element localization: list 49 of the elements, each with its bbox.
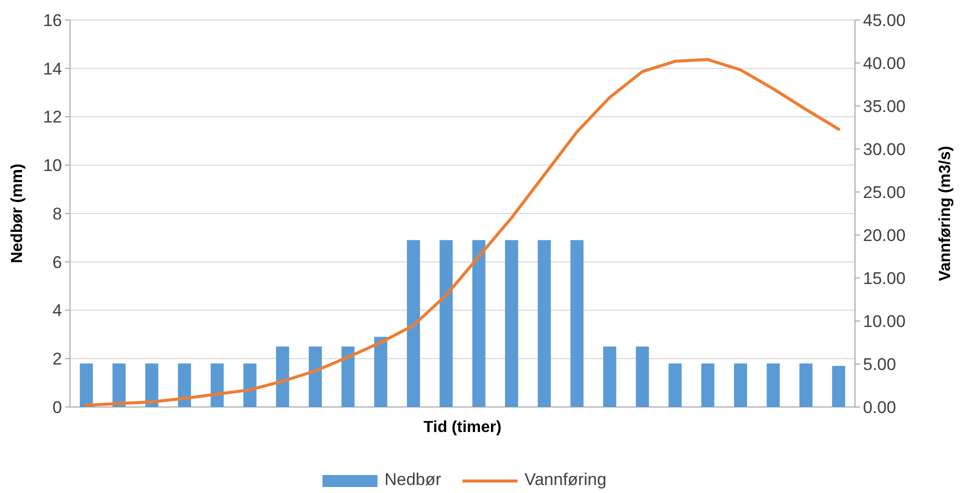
bar <box>668 363 682 407</box>
bar <box>243 363 256 407</box>
bar <box>374 336 388 407</box>
bar <box>341 346 355 407</box>
bar <box>734 363 748 407</box>
bar <box>701 363 714 407</box>
bar <box>472 240 486 407</box>
bar <box>440 240 453 407</box>
y-tick-label: 4 <box>52 301 62 320</box>
y-tick-label: 12 <box>43 108 62 127</box>
y2-tick-label: 20.00 <box>863 226 906 245</box>
bar <box>145 363 158 407</box>
y-tick-label: 16 <box>43 10 62 30</box>
y-tick-label: 0 <box>52 398 62 417</box>
bar <box>636 346 649 407</box>
x-axis-title: Tid (timer) <box>424 419 502 436</box>
y-tick-label: 10 <box>43 156 62 176</box>
y-tick-label: 8 <box>52 204 62 224</box>
y2-tick-label: 40.00 <box>863 54 906 73</box>
bar <box>112 363 126 407</box>
bar <box>832 366 846 407</box>
y2-tick-label: 5.00 <box>863 354 896 374</box>
bar <box>308 346 322 407</box>
y-tick-label: 14 <box>43 59 62 78</box>
line-series <box>84 58 840 407</box>
y2-tick-label: 45.00 <box>863 10 906 30</box>
bar <box>80 363 93 407</box>
bar <box>799 363 812 407</box>
bar <box>570 240 584 407</box>
bar <box>766 363 780 407</box>
legend-label: Nedbør <box>384 470 442 489</box>
bar <box>505 240 518 407</box>
bar <box>276 346 290 407</box>
y2-tick-label: 15.00 <box>863 268 906 288</box>
legend-label: Vannføring <box>524 470 606 489</box>
y2-tick-label: 10.00 <box>863 312 906 331</box>
bar <box>178 363 192 407</box>
bar <box>210 363 224 407</box>
y-axis-title: Nedbør (mm) <box>9 164 26 264</box>
bar <box>603 346 616 407</box>
y2-tick-label: 30.00 <box>863 140 906 159</box>
bar <box>406 240 420 407</box>
y2-tick-label: 0.00 <box>863 398 896 417</box>
y2-axis-title: Vannføring (m3/s) <box>937 146 954 282</box>
y-tick-label: 2 <box>52 350 62 369</box>
y2-tick-label: 35.00 <box>863 96 906 116</box>
y-tick-label: 6 <box>52 252 62 272</box>
y2-tick-label: 25.00 <box>863 182 906 202</box>
bar <box>538 240 551 407</box>
